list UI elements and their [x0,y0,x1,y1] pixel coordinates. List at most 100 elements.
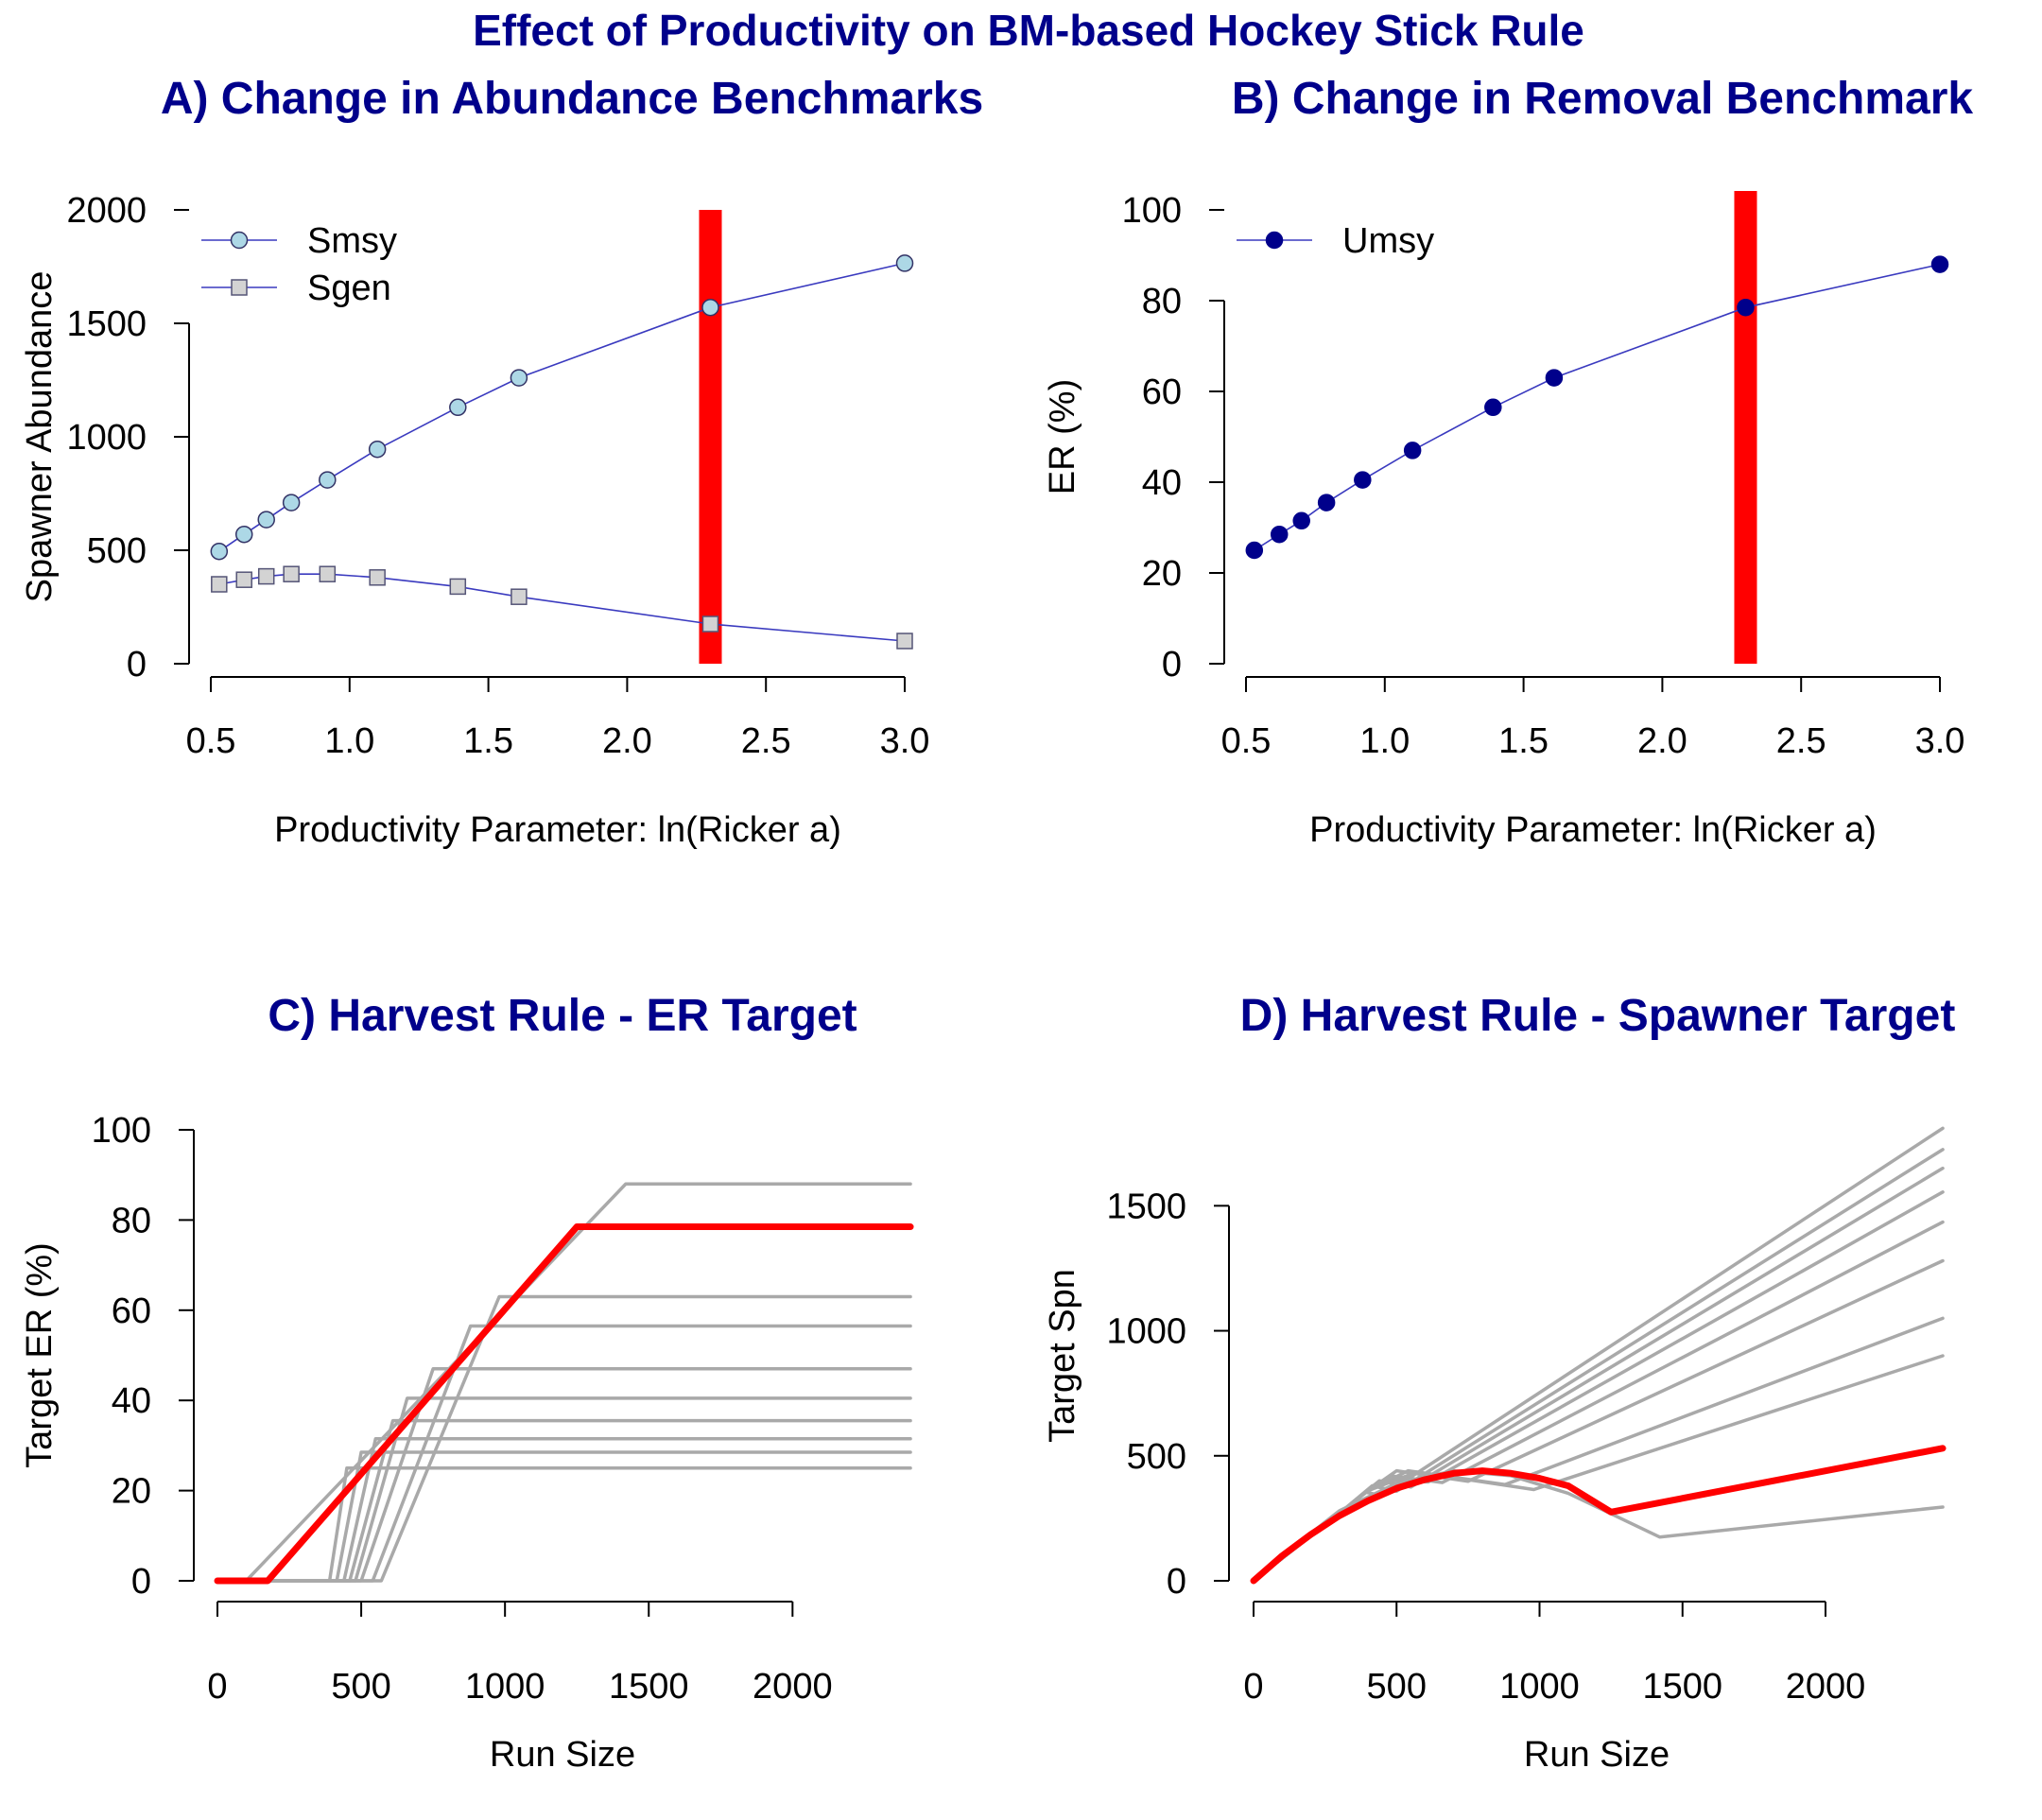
data-point-sgen [510,588,528,605]
data-point-smsy [701,298,719,317]
y-tick-label: 100 [92,1111,151,1151]
y-tick-label: 60 [112,1291,151,1331]
y-tick-label: 1500 [1106,1187,1186,1226]
data-point-umsy [1270,525,1289,544]
x-tick-label: 3.0 [880,721,930,761]
y-tick-label: 1000 [1106,1312,1186,1352]
series-line-smsy [218,262,906,552]
x-tick-label: 500 [331,1667,390,1707]
x-tick-label: 2000 [753,1667,833,1707]
grey-line [1252,1126,1945,1583]
data-point-umsy [1737,298,1755,317]
y-tick-label: 80 [1142,282,1182,321]
y-tick-label: 40 [1142,463,1182,503]
highlight-bar [1734,191,1757,664]
data-point-sgen [449,578,467,596]
grey-line [1252,1220,1945,1583]
x-tick-label: 2.0 [602,721,652,761]
data-point-smsy [210,542,229,561]
data-point-smsy [510,369,528,387]
data-point-smsy [895,254,914,272]
y-tick-label: 0 [127,645,147,685]
data-point-sgen [896,633,913,650]
data-point-umsy [1545,369,1564,387]
panel-a: A) Change in Abundance Benchmarks 0.5 1.0 1… [20,74,983,850]
x-tick-label: 1500 [609,1667,689,1707]
data-point-sgen [369,569,386,586]
grey-line [216,1396,912,1583]
x-tick-label: 1500 [1642,1667,1722,1707]
data-point-sgen [211,576,228,593]
data-point-sgen [235,571,252,588]
x-tick-label: 0.5 [186,721,236,761]
x-tick-label: 500 [1367,1667,1427,1707]
x-tick-label: 1.5 [1498,721,1549,761]
y-tick-label: 0 [1162,645,1182,685]
panel-d: D) Harvest Rule - Spawner Target 0 500 1000… [1043,991,1955,1775]
x-tick-label: 0.5 [1221,721,1272,761]
data-point-sgen [283,565,300,582]
y-tick-label: 60 [1142,373,1182,412]
x-tick-label: 1.0 [1359,721,1410,761]
data-point-sgen [257,567,275,585]
data-point-umsy [1403,442,1422,459]
legend-marker [230,231,249,250]
grey-line [1252,1258,1945,1583]
legend-marker [1265,231,1284,250]
data-point-sgen [319,565,337,582]
grey-line [216,1367,912,1583]
data-point-umsy [1484,398,1502,417]
grey-line [1252,1190,1945,1583]
y-axis-label: Target ER (%) [20,1242,60,1468]
x-tick-label: 2000 [1786,1667,1866,1707]
highlight-line [214,1223,914,1585]
y-axis-label: ER (%) [1043,379,1082,494]
x-axis-label: Productivity Parameter: ln(Ricker a) [274,810,841,850]
highlight-bar [699,210,722,664]
data-point-umsy [1245,541,1264,560]
x-tick-label: 1.5 [463,721,513,761]
x-tick-label: 0 [1243,1667,1263,1707]
y-tick-label: 0 [1167,1562,1186,1602]
x-tick-label: 1.0 [324,721,374,761]
highlight-line [1250,1445,1947,1585]
grey-line [1252,1468,1945,1583]
legend-label: Umsy [1342,221,1434,261]
x-tick-label: 2.5 [741,721,791,761]
panel-title: A) Change in Abundance Benchmarks [161,74,983,124]
panel-title: C) Harvest Rule - ER Target [268,991,857,1041]
y-tick-label: 2000 [66,191,147,231]
legend-marker [231,279,248,296]
grey-line [1252,1148,1945,1583]
data-point-smsy [449,398,467,417]
data-point-umsy [1317,494,1336,511]
series-line-umsy [1254,263,1941,551]
y-tick-label: 40 [112,1381,151,1421]
data-point-umsy [1930,255,1949,273]
legend-label: Sgen [307,269,391,308]
grey-line [216,1466,912,1583]
data-point-smsy [319,471,337,489]
data-point-smsy [257,511,275,529]
x-axis-label: Productivity Parameter: ln(Ricker a) [1309,810,1877,850]
x-axis-label: Run Size [490,1735,635,1775]
data-point-umsy [1354,471,1372,489]
y-tick-label: 20 [112,1472,151,1512]
y-axis-label: Target Spn [1043,1269,1082,1443]
data-point-smsy [234,525,253,544]
series-line-sgen [218,573,906,642]
grey-line [216,1436,912,1583]
x-tick-label: 3.0 [1915,721,1965,761]
y-tick-label: 80 [112,1201,151,1240]
legend-label: Smsy [307,221,397,261]
data-point-smsy [368,440,387,459]
y-tick-label: 100 [1122,191,1182,231]
y-tick-label: 500 [87,531,147,571]
y-tick-label: 1000 [66,418,147,458]
y-tick-label: 20 [1142,554,1182,594]
panel-b: B) Change in Removal Benchmark 0.5 1.0 1.5 2… [1043,74,1973,850]
y-tick-label: 500 [1127,1437,1186,1477]
x-tick-label: 0 [207,1667,227,1707]
